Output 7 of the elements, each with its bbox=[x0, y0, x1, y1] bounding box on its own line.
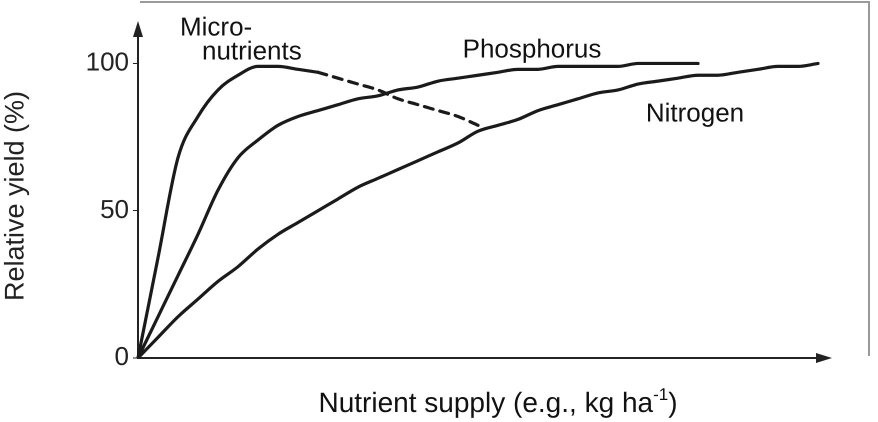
series-label: Phosphorus bbox=[462, 33, 602, 64]
y-tick-label: 50 bbox=[100, 194, 129, 224]
y-tick-label: 100 bbox=[86, 46, 129, 77]
series-label: Micro- nutrients bbox=[180, 11, 302, 66]
y-tick-label: 0 bbox=[114, 341, 129, 372]
series-label: Nitrogen bbox=[646, 97, 744, 128]
y-axis-title: Relative yield (%) bbox=[0, 90, 30, 302]
